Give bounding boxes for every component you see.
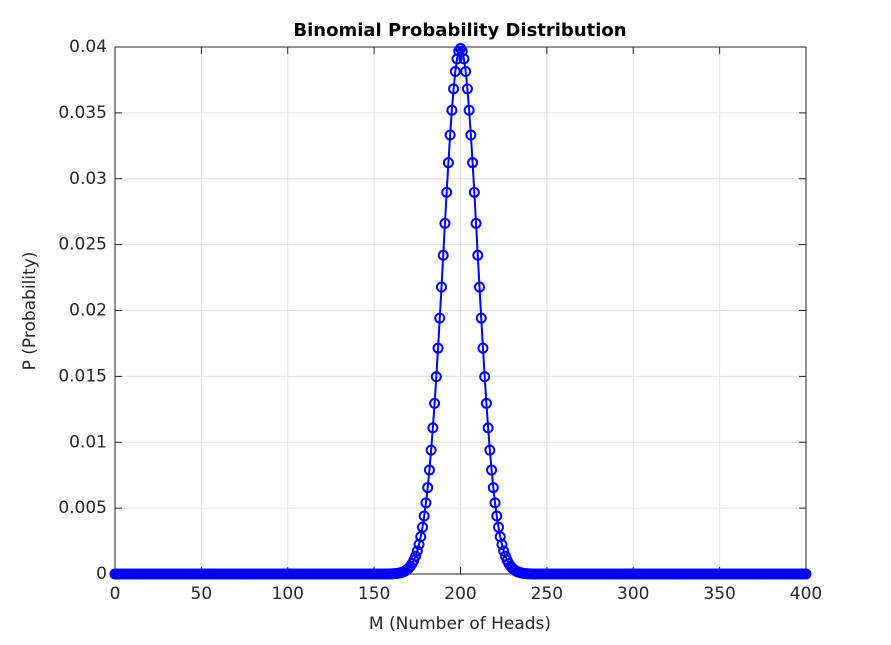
data-marker [437,249,449,261]
data-marker [442,157,454,169]
data-marker [422,482,434,494]
y-tick-label: 0.04 [69,37,107,57]
data-marker [439,217,451,229]
data-marker [463,104,475,116]
data-marker [420,497,432,509]
data-marker [423,464,435,476]
data-marker [480,397,492,409]
data-marker [486,464,498,476]
data-marker [425,444,437,456]
data-marker [465,129,477,141]
data-marker [446,104,458,116]
data-marker [496,538,508,550]
data-marker [461,83,473,95]
data-marker [411,545,423,557]
y-tick-label: 0.03 [69,169,107,189]
data-marker [467,157,479,169]
data-marker [429,397,441,409]
data-marker [441,186,453,198]
y-axis-label: P (Probability) [20,252,40,371]
data-marker [458,53,470,65]
data-marker [449,66,461,78]
x-axis-label: M (Number of Heads) [369,614,551,634]
x-tick-label: 400 [790,584,822,604]
y-tick-label: 0.02 [69,301,107,321]
data-marker [444,129,456,141]
data-marker [472,249,484,261]
data-marker [491,510,503,522]
data-marker [430,371,442,383]
data-marker [435,281,447,293]
y-tick-label: 0.025 [58,235,107,255]
data-marker [489,497,501,509]
y-tick-label: 0.005 [58,498,107,518]
x-tick-label: 150 [358,584,390,604]
data-marker [448,83,460,95]
x-tick-label: 100 [272,584,304,604]
x-tick-label: 250 [531,584,563,604]
chart-title: Binomial Probability Distribution [293,20,626,41]
data-marker [416,521,428,533]
data-marker [479,371,491,383]
data-marker [468,186,480,198]
data-marker [477,342,489,354]
data-marker [498,545,510,557]
x-tick-label: 0 [110,584,121,604]
data-marker [475,312,487,324]
x-tick-label: 350 [703,584,735,604]
y-tick-label: 0.015 [58,366,107,386]
data-marker [487,482,499,494]
x-tick-label: 300 [617,584,649,604]
y-tick-label: 0.035 [58,103,107,123]
data-marker [800,568,812,580]
data-marker [460,66,472,78]
data-marker [470,217,482,229]
data-marker [410,550,422,562]
data-marker [434,312,446,324]
y-tick-label: 0.01 [69,432,107,452]
x-tick-label: 50 [191,584,213,604]
data-marker [474,281,486,293]
y-tick-label: 0 [96,564,107,584]
data-marker [427,422,439,434]
data-marker [432,342,444,354]
data-marker [484,444,496,456]
data-marker [418,510,430,522]
x-tick-label: 200 [444,584,476,604]
data-marker [482,422,494,434]
